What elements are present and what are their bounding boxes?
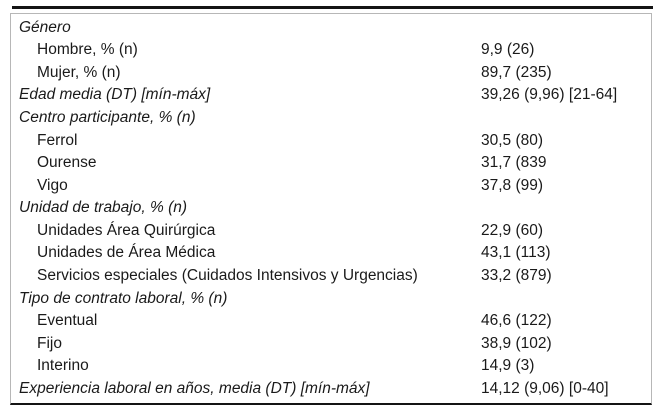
row-label: Fijo [37,334,62,352]
row-label: Vigo [37,176,68,194]
row-value: 39,26 (9,96) [21-64] [481,86,618,104]
table-row: Unidades de Área Médica 43,1 (113) [11,242,651,265]
table-row: Hombre, % (n) 9,9 (26) [11,39,651,62]
table-row: Ourense 31,7 (839 [11,152,651,175]
table-row: Eventual 46,6 (122) [11,310,651,333]
row-value: 22,9 (60) [481,221,544,239]
row-value: 14,12 (9,06) [0-40] [481,380,609,398]
row-label: Ourense [37,154,97,172]
row-value: 14,9 (3) [481,357,535,375]
table-row: Servicios especiales (Cuidados Intensivo… [11,265,651,288]
table-row: Centro participante, % (n) [11,106,651,129]
row-value: 38,9 (102) [481,334,552,352]
row-label: Unidades de Área Médica [37,244,216,262]
demographics-table: Género Hombre, % (n) 9,9 (26) Mujer, % (… [10,13,652,405]
table-row: Género [11,16,651,39]
row-label: Unidad de trabajo, % (n) [19,199,188,217]
row-value: 43,1 (113) [481,244,551,262]
row-label: Unidades Área Quirúrgica [37,221,216,239]
row-label: Tipo de contrato laboral, % (n) [19,289,228,307]
row-label: Edad media (DT) [mín-máx] [19,86,211,104]
table-row: Unidad de trabajo, % (n) [11,197,651,220]
row-value: 30,5 (80) [481,131,544,149]
row-value: 37,8 (99) [481,176,544,194]
row-value: 89,7 (235) [481,63,552,81]
row-label: Género [19,18,71,36]
table-row: Tipo de contrato laboral, % (n) [11,287,651,310]
table-row: Ferrol 30,5 (80) [11,129,651,152]
table-row: Unidades Área Quirúrgica 22,9 (60) [11,219,651,242]
row-value: 46,6 (122) [481,312,552,330]
table-row: Fijo 38,9 (102) [11,332,651,355]
table-top-rule [12,6,653,9]
table-row: Vigo 37,8 (99) [11,174,651,197]
row-label: Interino [37,357,89,375]
row-value: 9,9 (26) [481,41,535,59]
table-row: Experiencia laboral en años, media (DT) … [11,378,651,401]
row-label: Centro participante, % (n) [19,108,196,126]
table-row: Interino 14,9 (3) [11,355,651,378]
table-row: Mujer, % (n) 89,7 (235) [11,61,651,84]
row-value: 31,7 (839 [481,154,547,172]
row-label: Ferrol [37,131,78,149]
row-label: Eventual [37,312,98,330]
table-row: Edad media (DT) [mín-máx] 39,26 (9,96) [… [11,84,651,107]
row-label: Mujer, % (n) [37,63,121,81]
row-label: Servicios especiales (Cuidados Intensivo… [37,267,418,285]
row-label: Hombre, % (n) [37,41,138,59]
row-value: 33,2 (879) [481,267,552,285]
row-label: Experiencia laboral en años, media (DT) … [19,380,370,398]
